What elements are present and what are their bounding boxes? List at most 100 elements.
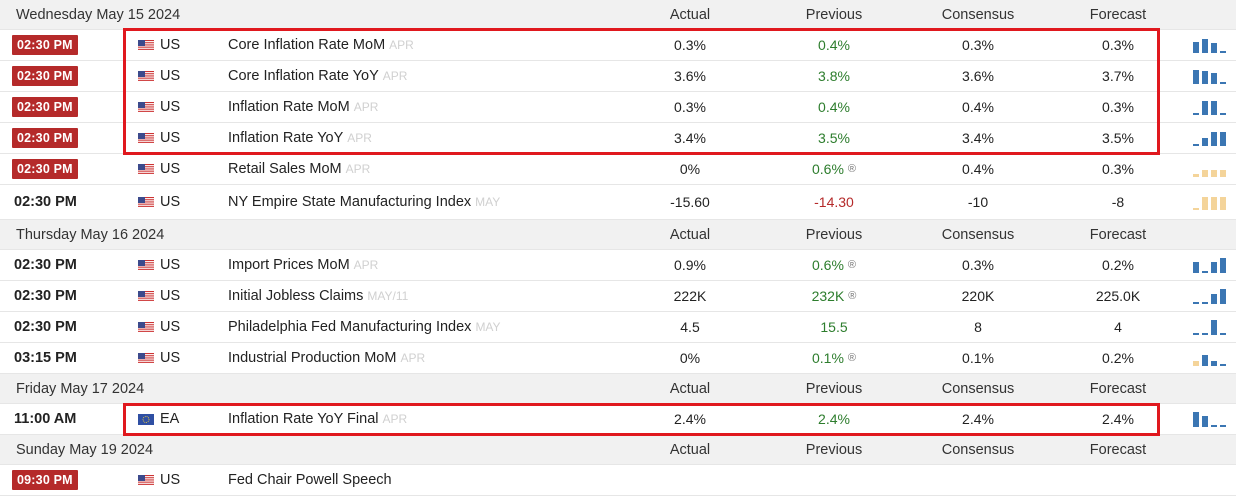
revised-icon: ® xyxy=(847,259,857,271)
event-reference-period: APR xyxy=(353,100,379,114)
column-header-consensus: Consensus xyxy=(941,6,1015,23)
forecast-value[interactable]: 3.7% xyxy=(1102,68,1134,84)
date-header-row: Thursday May 16 2024 Actual Previous Consen… xyxy=(0,220,1236,250)
table-row[interactable]: 02:30 PM US Philadelphia Fed Manufacturing… xyxy=(0,312,1236,343)
actual-value: 2.4% xyxy=(674,411,706,427)
table-row[interactable]: 02:30 PM US Core Inflation Rate MoM APR 0.3%… xyxy=(0,30,1236,61)
forecast-value[interactable]: 2.4% xyxy=(1102,411,1134,427)
sparkline-chart-icon[interactable] xyxy=(1190,123,1230,153)
sparkline-chart-icon[interactable] xyxy=(1190,61,1230,91)
event-name-link[interactable]: Retail Sales MoM xyxy=(228,161,342,177)
previous-cell: 3.8% xyxy=(784,61,884,91)
event-time-text: 02:30 PM xyxy=(14,319,77,335)
event-name-link[interactable]: Philadelphia Fed Manufacturing Index xyxy=(228,319,472,335)
country-code: US xyxy=(160,319,181,335)
forecast-value[interactable]: -8 xyxy=(1111,194,1125,210)
forecast-value[interactable]: 0.2% xyxy=(1102,350,1134,366)
forecast-value[interactable]: 225.0K xyxy=(1095,288,1141,304)
spark-bar xyxy=(1211,262,1217,273)
event-time-text: 02:30 PM xyxy=(14,288,77,304)
event-name-link[interactable]: Core Inflation Rate YoY xyxy=(228,68,379,84)
actual-value: 0.3% xyxy=(674,99,706,115)
actual-value: 0% xyxy=(679,161,701,177)
country-cell: US xyxy=(138,281,180,311)
date-header-row: Wednesday May 15 2024 Actual Previous Conse… xyxy=(0,0,1236,30)
spark-bar xyxy=(1220,82,1226,84)
sparkline-chart-icon[interactable] xyxy=(1190,343,1230,373)
sparkline-chart-icon[interactable] xyxy=(1190,154,1230,184)
consensus-value: 0.4% xyxy=(962,161,994,177)
column-header-forecast: Forecast xyxy=(1089,441,1147,458)
table-row[interactable]: 02:30 PM US NY Empire State Manufacturing … xyxy=(0,185,1236,220)
column-header-previous: Previous xyxy=(805,441,863,458)
forecast-value[interactable]: 0.3% xyxy=(1102,99,1134,115)
table-row[interactable]: 02:30 PM US Core Inflation Rate YoY APR 3.6%… xyxy=(0,61,1236,92)
event-name-link[interactable]: Fed Chair Powell Speech xyxy=(228,472,392,488)
event-time: 03:15 PM xyxy=(12,343,77,373)
spark-bar xyxy=(1220,170,1226,177)
revised-icon: ® xyxy=(847,163,857,175)
event-name-link[interactable]: Import Prices MoM xyxy=(228,257,350,273)
spark-bar xyxy=(1220,364,1226,366)
event-name-link[interactable]: Inflation Rate MoM xyxy=(228,99,350,115)
table-row[interactable]: 02:30 PM US Retail Sales MoM APR 0% 0.6% ® 0.4%… xyxy=(0,154,1236,185)
date-header: Friday May 17 2024 xyxy=(16,380,145,397)
us-flag-icon xyxy=(138,259,154,271)
event-name-link[interactable]: Core Inflation Rate MoM xyxy=(228,37,386,53)
spark-bar xyxy=(1202,416,1208,427)
consensus-value: 3.6% xyxy=(962,68,994,84)
sparkline-chart-icon[interactable] xyxy=(1190,404,1230,434)
table-row[interactable]: 02:30 PM US Import Prices MoM APR 0.9% 0.6% ® 0… xyxy=(0,250,1236,281)
event-reference-period: APR xyxy=(389,38,414,52)
consensus-value: 220K xyxy=(961,288,995,304)
spark-bar xyxy=(1211,101,1217,115)
forecast-value[interactable] xyxy=(1068,465,1168,495)
event-name-link[interactable]: Initial Jobless Claims xyxy=(228,288,364,304)
us-flag-icon xyxy=(138,163,154,175)
event-name-link[interactable]: NY Empire State Manufacturing Index xyxy=(228,194,472,210)
event-time: 02:30 PM xyxy=(12,123,78,153)
sparkline-chart-icon[interactable] xyxy=(1190,30,1230,60)
sparkline-chart-icon[interactable] xyxy=(1190,312,1230,342)
forecast-value[interactable]: 3.5% xyxy=(1102,130,1134,146)
event-time: 02:30 PM xyxy=(12,30,78,60)
sparkline-chart-icon[interactable] xyxy=(1190,92,1230,122)
table-row[interactable]: 02:30 PM US Inflation Rate YoY APR 3.4% 3.5% 3… xyxy=(0,123,1236,154)
table-row[interactable]: 11:00 AM EA Inflation Rate YoY Final APR 2.4… xyxy=(0,404,1236,435)
country-code: US xyxy=(160,288,181,304)
spark-bar xyxy=(1211,320,1217,335)
forecast-value[interactable]: 0.3% xyxy=(1102,161,1134,177)
table-row[interactable]: 03:15 PM US Industrial Production MoM APR 0%… xyxy=(0,343,1236,374)
event-cell: Fed Chair Powell Speech xyxy=(228,465,392,495)
sparkline-chart-icon[interactable] xyxy=(1190,250,1230,280)
column-header-previous: Previous xyxy=(805,6,863,23)
table-row[interactable]: 09:30 PM US Fed Chair Powell Speech xyxy=(0,465,1236,496)
previous-value: 0.4% xyxy=(818,99,850,115)
actual-value: 3.6% xyxy=(674,68,706,84)
consensus-value xyxy=(928,465,1028,495)
table-row[interactable]: 02:30 PM US Inflation Rate MoM APR 0.3% 0.4% 0… xyxy=(0,92,1236,123)
country-code: US xyxy=(160,194,181,210)
event-reference-period: MAY/11 xyxy=(367,289,409,303)
event-time-text: 02:30 PM xyxy=(14,194,77,210)
event-name-link[interactable]: Inflation Rate YoY xyxy=(228,130,344,146)
event-time-badge: 02:30 PM xyxy=(12,35,78,55)
event-time-badge: 02:30 PM xyxy=(12,128,78,148)
spark-bar xyxy=(1193,262,1199,273)
table-row[interactable]: 02:30 PM US Initial Jobless Claims MAY/11 22… xyxy=(0,281,1236,312)
country-code: US xyxy=(160,37,181,53)
sparkline-chart-icon[interactable] xyxy=(1190,465,1230,495)
forecast-value[interactable]: 4 xyxy=(1114,319,1122,335)
column-header-consensus: Consensus xyxy=(941,380,1015,397)
spark-bar xyxy=(1220,258,1226,273)
event-name-link[interactable]: Inflation Rate YoY Final xyxy=(228,411,379,427)
revised-icon: ® xyxy=(847,352,857,364)
forecast-value[interactable]: 0.3% xyxy=(1102,37,1134,53)
country-cell: US xyxy=(138,92,180,122)
event-name-link[interactable]: Industrial Production MoM xyxy=(228,350,397,366)
sparkline-chart-icon[interactable] xyxy=(1190,281,1230,311)
event-time: 02:30 PM xyxy=(12,250,77,280)
previous-value: 15.5 xyxy=(820,319,848,335)
forecast-value[interactable]: 0.2% xyxy=(1102,257,1134,273)
sparkline-chart-icon[interactable] xyxy=(1190,185,1230,219)
